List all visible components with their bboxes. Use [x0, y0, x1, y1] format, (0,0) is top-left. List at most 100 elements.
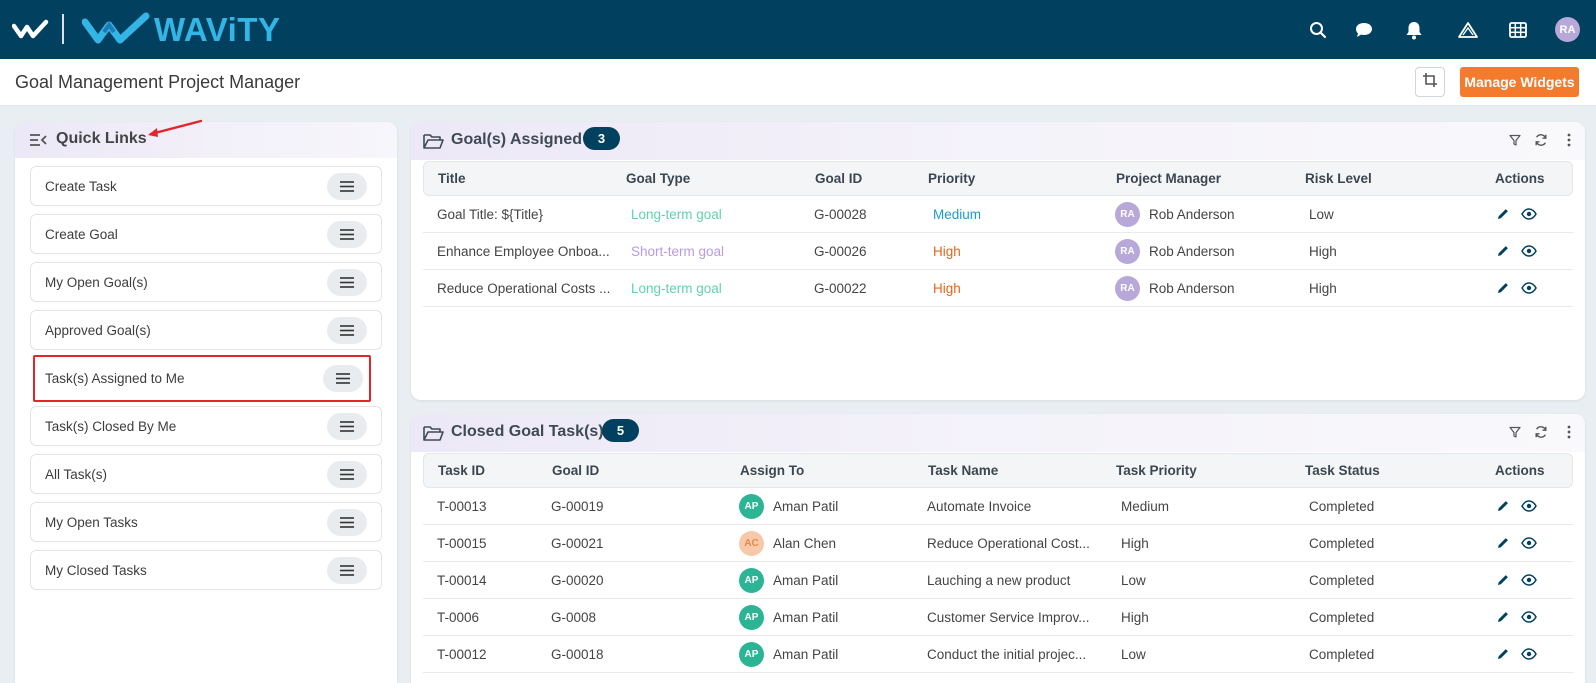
logo-divider	[62, 14, 64, 44]
column-header[interactable]: Goal ID	[815, 171, 863, 186]
avatar: AP	[739, 605, 764, 630]
quick-link-create-goal[interactable]: Create Goal	[30, 214, 382, 254]
menu-icon[interactable]	[327, 413, 367, 440]
collapse-menu-icon[interactable]	[29, 133, 47, 152]
panel-tools	[1485, 424, 1585, 442]
view-eye-icon[interactable]	[1520, 571, 1538, 589]
task-priority: Low	[1121, 573, 1146, 588]
column-header[interactable]: Task ID	[438, 463, 486, 478]
column-header[interactable]: Assign To	[740, 463, 805, 478]
quick-link-tasks-assigned-to-me[interactable]: Task(s) Assigned to Me	[33, 355, 371, 402]
quick-link-all-tasks[interactable]: All Task(s)	[30, 454, 382, 494]
filter-icon[interactable]	[1507, 424, 1523, 440]
menu-icon[interactable]	[327, 557, 367, 584]
table-row[interactable]: T-00013 G-00019 AP Aman Patil Automate I…	[423, 488, 1573, 525]
more-vertical-icon[interactable]	[1561, 424, 1577, 440]
task-id[interactable]: T-0006	[437, 610, 480, 625]
task-id[interactable]: T-00015	[437, 536, 487, 551]
table-row[interactable]: T-00014 G-00020 AP Aman Patil Lauching a…	[423, 562, 1573, 599]
table-row[interactable]: T-00012 G-00018 AP Aman Patil Conduct th…	[423, 636, 1573, 673]
edit-icon[interactable]	[1494, 608, 1512, 626]
search-icon[interactable]	[1306, 18, 1330, 42]
view-eye-icon[interactable]	[1520, 242, 1538, 260]
grid-icon[interactable]	[1506, 18, 1530, 42]
goal-title[interactable]: Enhance Employee Onboa...	[437, 244, 610, 259]
view-eye-icon[interactable]	[1520, 279, 1538, 297]
quick-link-my-open-tasks[interactable]: My Open Tasks	[30, 502, 382, 542]
edit-icon[interactable]	[1494, 497, 1512, 515]
quick-link-approved-goals[interactable]: Approved Goal(s)	[30, 310, 382, 350]
view-eye-icon[interactable]	[1520, 608, 1538, 626]
quick-link-tasks-closed-by-me[interactable]: Task(s) Closed By Me	[30, 406, 382, 446]
view-eye-icon[interactable]	[1520, 534, 1538, 552]
column-header[interactable]: Title	[438, 171, 466, 186]
task-name: Automate Invoice	[927, 499, 1032, 514]
risk-level: Low	[1309, 207, 1334, 222]
column-header[interactable]: Risk Level	[1305, 171, 1372, 186]
column-header[interactable]: Task Status	[1305, 463, 1380, 478]
task-status: Completed	[1309, 536, 1375, 551]
quick-link-create-task[interactable]: Create Task	[30, 166, 382, 206]
view-eye-icon[interactable]	[1520, 645, 1538, 663]
edit-icon[interactable]	[1494, 645, 1512, 663]
edit-icon[interactable]	[1494, 571, 1512, 589]
chat-icon[interactable]	[1352, 18, 1376, 42]
warning-triangle-icon[interactable]	[1456, 18, 1480, 42]
task-id[interactable]: T-00013	[437, 499, 487, 514]
user-avatar[interactable]: RA	[1555, 17, 1580, 42]
edit-icon[interactable]	[1494, 279, 1512, 297]
refresh-icon[interactable]	[1533, 132, 1549, 148]
app-logo-icon[interactable]	[11, 19, 50, 46]
column-header[interactable]: Task Priority	[1116, 463, 1197, 478]
tasks-panel-title: Closed Goal Task(s)	[451, 423, 604, 440]
table-row[interactable]: T-00015 G-00021 AC Alan Chen Reduce Oper…	[423, 525, 1573, 562]
column-header[interactable]: Priority	[928, 171, 976, 186]
table-row[interactable]: Reduce Operational Costs ... Long-term g…	[423, 270, 1573, 307]
column-header[interactable]: Goal Type	[626, 171, 691, 186]
goal-title[interactable]: Goal Title: ${Title}	[437, 207, 544, 222]
edit-icon[interactable]	[1494, 534, 1512, 552]
column-header[interactable]: Goal ID	[552, 463, 600, 478]
quick-link-label: Task(s) Assigned to Me	[45, 371, 185, 386]
goal-id: G-00018	[551, 647, 604, 662]
menu-icon[interactable]	[327, 509, 367, 536]
page-title: Goal Management Project Manager	[15, 72, 301, 92]
table-row[interactable]: Goal Title: ${Title} Long-term goal G-00…	[423, 196, 1573, 233]
task-id[interactable]: T-00012	[437, 647, 487, 662]
view-eye-icon[interactable]	[1520, 497, 1538, 515]
more-vertical-icon[interactable]	[1561, 132, 1577, 148]
project-manager-name: Rob Anderson	[1149, 281, 1235, 296]
menu-icon[interactable]	[327, 317, 367, 344]
menu-icon[interactable]	[327, 221, 367, 248]
menu-icon[interactable]	[327, 461, 367, 488]
quick-link-my-closed-tasks[interactable]: My Closed Tasks	[30, 550, 382, 590]
menu-icon[interactable]	[323, 365, 363, 392]
crop-layout-button[interactable]	[1415, 67, 1445, 97]
quick-link-my-open-goals[interactable]: My Open Goal(s)	[30, 262, 382, 302]
edit-icon[interactable]	[1494, 242, 1512, 260]
task-priority: Low	[1121, 647, 1146, 662]
avatar: AP	[739, 494, 764, 519]
folder-open-icon	[423, 133, 444, 154]
quick-link-label: Create Goal	[45, 227, 118, 242]
menu-icon[interactable]	[327, 269, 367, 296]
view-eye-icon[interactable]	[1520, 205, 1538, 223]
quick-links-panel: Quick Links Create Task Create Goal My O…	[15, 122, 397, 683]
bell-icon[interactable]	[1402, 18, 1426, 42]
edit-icon[interactable]	[1494, 205, 1512, 223]
goal-title[interactable]: Reduce Operational Costs ...	[437, 281, 611, 296]
crop-icon	[1422, 72, 1438, 93]
quick-link-label: My Closed Tasks	[45, 563, 147, 578]
table-row[interactable]: T-0006 G-0008 AP Aman Patil Customer Ser…	[423, 599, 1573, 636]
closed-tasks-table: Task ID Goal ID Assign To Task Name Task…	[423, 453, 1573, 673]
menu-icon[interactable]	[327, 173, 367, 200]
manage-widgets-button[interactable]: Manage Widgets	[1460, 67, 1579, 97]
table-row[interactable]: Enhance Employee Onboa... Short-term goa…	[423, 233, 1573, 270]
column-header[interactable]: Project Manager	[1116, 171, 1222, 186]
goal-type: Long-term goal	[631, 281, 722, 296]
refresh-icon[interactable]	[1533, 424, 1549, 440]
quick-link-label: Approved Goal(s)	[45, 323, 151, 338]
filter-icon[interactable]	[1507, 132, 1523, 148]
column-header[interactable]: Task Name	[928, 463, 999, 478]
task-id[interactable]: T-00014	[437, 573, 487, 588]
